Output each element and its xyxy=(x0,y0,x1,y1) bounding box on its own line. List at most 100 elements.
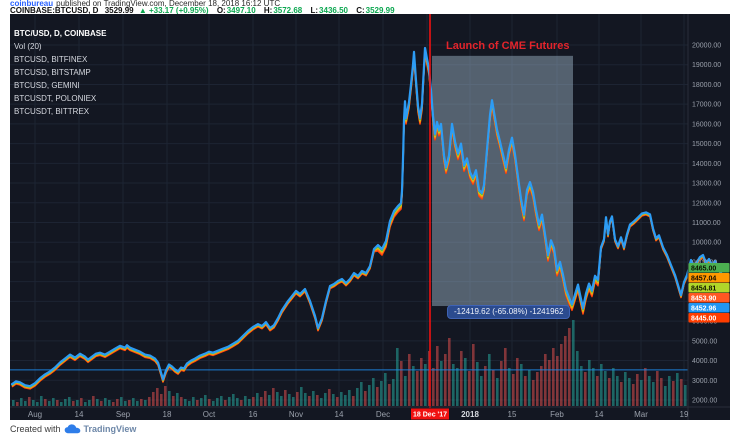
y-axis-label: 18000.00 xyxy=(692,82,721,89)
volume-bar xyxy=(512,374,515,406)
volume-bar xyxy=(392,379,395,406)
volume-bar xyxy=(600,364,603,406)
y-axis-label: 20000.00 xyxy=(692,43,721,50)
x-axis-label: Nov xyxy=(289,410,303,419)
volume-bar xyxy=(520,364,523,406)
volume-bar xyxy=(584,372,587,406)
volume-bar xyxy=(120,397,123,406)
volume-bar xyxy=(208,399,211,406)
range-measure-label[interactable]: -12419.62 (-65.08%) -1241962 xyxy=(447,305,571,319)
volume-bar xyxy=(292,397,295,406)
volume-bar xyxy=(256,393,259,406)
x-axis-label: 18 xyxy=(163,410,172,419)
volume-bar xyxy=(36,402,39,406)
x-axis-label: Feb xyxy=(550,410,564,419)
volume-bar xyxy=(12,400,15,406)
close-label: C: xyxy=(356,6,365,15)
volume-bar xyxy=(412,366,415,406)
volume-bar xyxy=(236,398,239,406)
volume-bar xyxy=(204,395,207,406)
volume-bar xyxy=(176,393,179,406)
close-value: 3529.99 xyxy=(365,6,395,15)
footer-brand[interactable]: TradingView xyxy=(83,424,137,434)
price-chart-canvas[interactable]: 2000.003000.004000.005000.006000.009000.… xyxy=(10,14,730,420)
volume-bar xyxy=(92,396,95,406)
volume-bar xyxy=(472,344,475,406)
volume-bar xyxy=(560,344,563,406)
y-axis-label: 12000.00 xyxy=(692,200,721,207)
y-axis-label: 15000.00 xyxy=(692,141,721,148)
volume-bar xyxy=(356,388,359,406)
event-date-tag xyxy=(411,408,449,420)
volume-bar xyxy=(420,358,423,406)
chart-background xyxy=(10,14,730,420)
volume-bar xyxy=(200,398,203,406)
volume-bar xyxy=(104,398,107,406)
y-axis-label: 3000.00 xyxy=(692,378,717,385)
y-axis-label: 13000.00 xyxy=(692,181,721,188)
series-price-tag-value: 8445.00 xyxy=(691,315,716,322)
y-axis-label: 17000.00 xyxy=(692,102,721,109)
volume-bar xyxy=(456,368,459,406)
volume-bar xyxy=(496,378,499,406)
volume-bar xyxy=(252,397,255,406)
volume-bar xyxy=(448,338,451,406)
volume-bar xyxy=(188,401,191,406)
volume-bar xyxy=(588,360,591,406)
volume-bar xyxy=(644,368,647,406)
series-price-tag-value: 8457.04 xyxy=(691,275,716,282)
series-price-tag xyxy=(688,283,730,293)
y-axis-label: 4000.00 xyxy=(692,358,717,365)
volume-bar xyxy=(324,393,327,406)
volume-bar xyxy=(592,368,595,406)
tradingview-logo-icon[interactable] xyxy=(64,424,81,434)
y-axis-label: 2000.00 xyxy=(692,398,717,405)
series-price-tag xyxy=(688,313,730,323)
event-date-tag-label: 18 Dec '17 xyxy=(413,412,447,419)
volume-bar xyxy=(160,394,163,406)
volume-bar xyxy=(52,398,55,406)
volume-bar xyxy=(128,400,131,406)
volume-bar xyxy=(408,354,411,406)
volume-bar xyxy=(344,395,347,406)
volume-bar xyxy=(608,378,611,406)
chart-area[interactable]: 2000.003000.004000.005000.006000.009000.… xyxy=(10,14,730,420)
volume-bar xyxy=(220,396,223,406)
volume-bar xyxy=(80,398,83,406)
volume-bar xyxy=(624,372,627,406)
volume-bar xyxy=(532,380,535,406)
y-axis-label: 11000.00 xyxy=(692,220,721,227)
volume-bar xyxy=(192,397,195,406)
volume-bar xyxy=(432,368,435,406)
volume-bar xyxy=(660,378,663,406)
volume-bar xyxy=(568,328,571,406)
volume-bar xyxy=(348,390,351,406)
volume-bar xyxy=(272,388,275,406)
series-price-tag xyxy=(688,293,730,303)
volume-bar xyxy=(156,388,159,406)
volume-bar xyxy=(372,378,375,406)
volume-bar xyxy=(284,390,287,406)
y-axis-label: 9000.00 xyxy=(692,259,717,266)
author-link[interactable]: coinbureau xyxy=(10,0,54,8)
volume-bar xyxy=(332,394,335,406)
volume-bar xyxy=(552,348,555,406)
volume-bar xyxy=(452,364,455,406)
volume-bar xyxy=(616,376,619,406)
volume-bar xyxy=(136,401,139,406)
volume-bar xyxy=(24,401,27,406)
volume-bar xyxy=(180,397,183,406)
volume-bar xyxy=(112,402,115,406)
volume-bar xyxy=(368,385,371,406)
volume-bar xyxy=(664,386,667,406)
volume-bar xyxy=(544,354,547,406)
series-price-tag xyxy=(688,263,730,273)
volume-bar xyxy=(488,354,491,406)
series-price-tag-value: 8453.90 xyxy=(691,295,716,302)
x-axis-label: 14 xyxy=(75,410,84,419)
footer-text: Created with xyxy=(10,424,61,434)
volume-bar xyxy=(72,401,75,406)
volume-bar xyxy=(572,320,575,406)
volume-bar xyxy=(260,397,263,406)
highlight-region[interactable] xyxy=(432,55,573,307)
